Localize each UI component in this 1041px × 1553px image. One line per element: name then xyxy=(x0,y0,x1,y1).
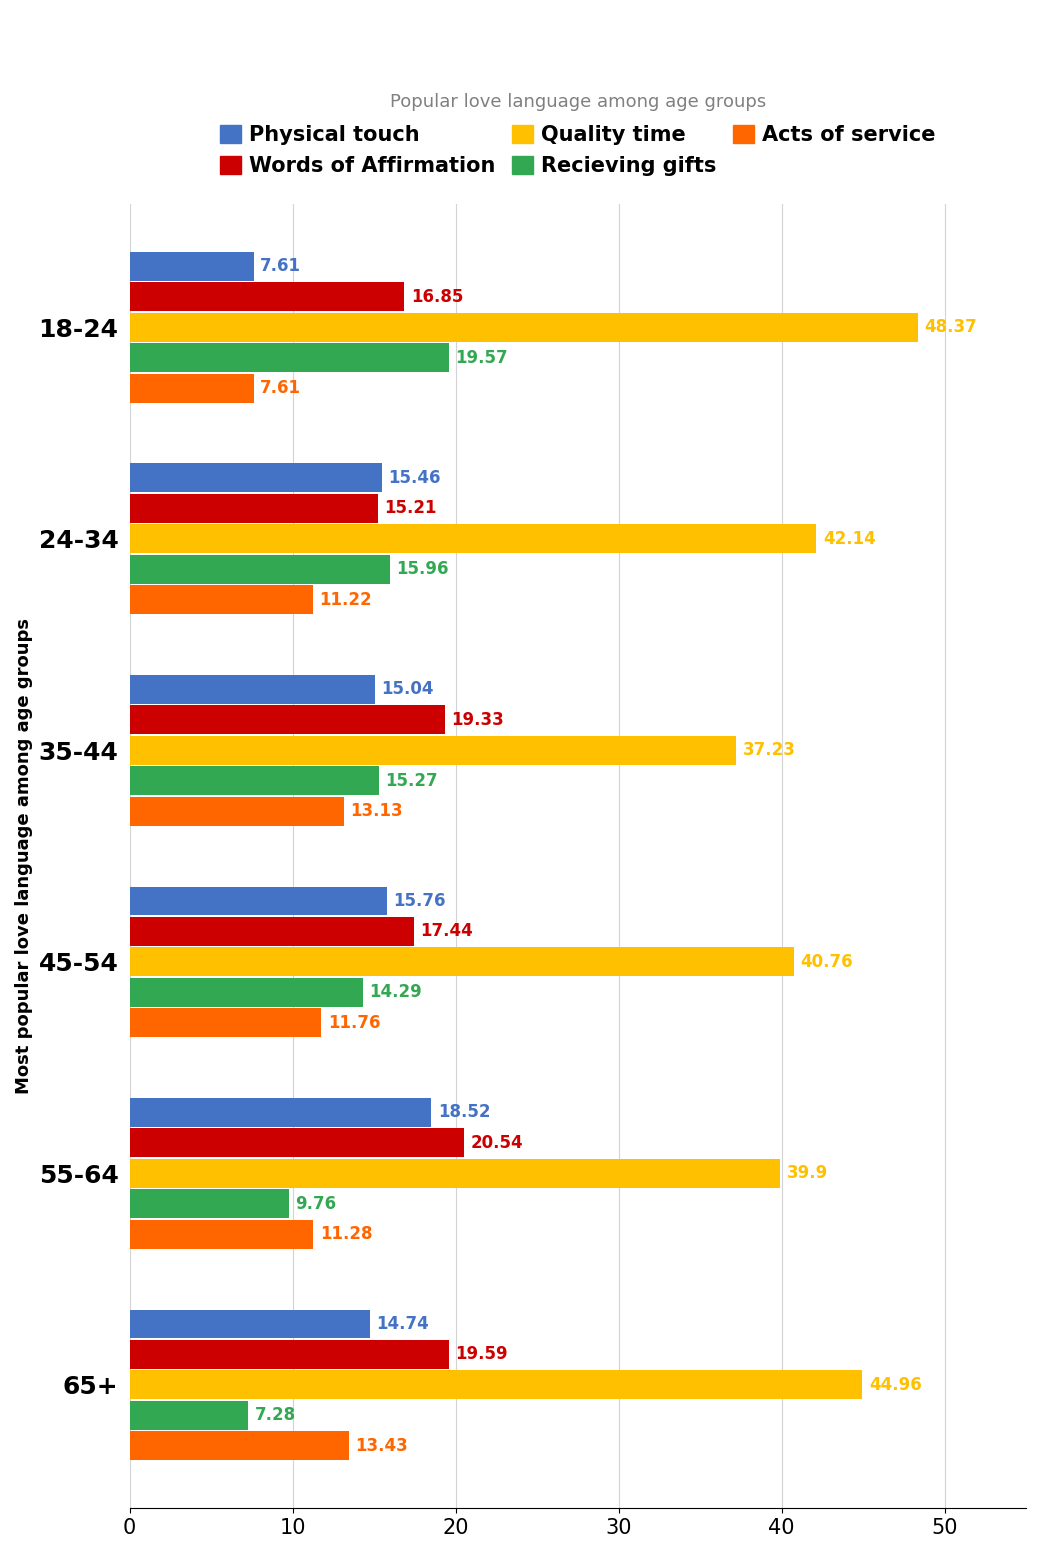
Text: 7.61: 7.61 xyxy=(260,379,301,398)
Bar xyxy=(130,525,816,553)
Text: 19.57: 19.57 xyxy=(455,349,508,367)
Text: 37.23: 37.23 xyxy=(743,741,795,759)
Bar xyxy=(130,978,362,1006)
Bar xyxy=(130,1370,862,1399)
Bar xyxy=(130,1401,249,1430)
Bar xyxy=(130,252,254,281)
Bar xyxy=(130,374,254,402)
Text: 15.46: 15.46 xyxy=(388,469,440,488)
Text: 18.52: 18.52 xyxy=(438,1104,490,1121)
Bar xyxy=(130,463,382,492)
Text: 15.27: 15.27 xyxy=(385,772,437,790)
Bar xyxy=(130,283,404,311)
Bar xyxy=(130,1432,349,1460)
Text: 11.22: 11.22 xyxy=(319,590,372,609)
Bar xyxy=(130,343,449,373)
Title: Popular love language among age groups: Popular love language among age groups xyxy=(389,93,766,110)
Y-axis label: Most popular love language among age groups: Most popular love language among age gro… xyxy=(15,618,33,1093)
Text: 15.04: 15.04 xyxy=(381,680,434,699)
Text: 20.54: 20.54 xyxy=(471,1134,524,1152)
Bar xyxy=(130,736,736,764)
Text: 17.44: 17.44 xyxy=(421,922,474,941)
Bar xyxy=(130,1129,464,1157)
Text: 39.9: 39.9 xyxy=(786,1165,828,1182)
Text: 16.85: 16.85 xyxy=(411,287,463,306)
Bar xyxy=(130,766,379,795)
Text: 7.61: 7.61 xyxy=(260,258,301,275)
Bar xyxy=(130,916,414,946)
Text: 15.76: 15.76 xyxy=(393,891,446,910)
Text: 14.74: 14.74 xyxy=(377,1315,429,1332)
Bar xyxy=(130,947,794,977)
Text: 44.96: 44.96 xyxy=(869,1376,921,1395)
Legend: Physical touch, Words of Affirmation, Quality time, Recieving gifts, Acts of ser: Physical touch, Words of Affirmation, Qu… xyxy=(211,116,944,185)
Bar xyxy=(130,312,918,342)
Bar xyxy=(130,1219,313,1249)
Text: 48.37: 48.37 xyxy=(924,318,977,337)
Text: 11.28: 11.28 xyxy=(320,1225,373,1244)
Text: 7.28: 7.28 xyxy=(255,1407,296,1424)
Bar xyxy=(130,705,445,735)
Bar xyxy=(130,554,389,584)
Text: 19.59: 19.59 xyxy=(456,1345,508,1364)
Bar xyxy=(130,1098,431,1127)
Text: 15.96: 15.96 xyxy=(397,561,449,578)
Text: 11.76: 11.76 xyxy=(328,1014,380,1031)
Bar xyxy=(130,887,386,915)
Text: 13.43: 13.43 xyxy=(355,1437,408,1455)
Bar xyxy=(130,1340,449,1368)
Bar xyxy=(130,1159,780,1188)
Text: 15.21: 15.21 xyxy=(384,500,436,517)
Bar xyxy=(130,676,375,704)
Bar xyxy=(130,1190,288,1218)
Bar xyxy=(130,1008,322,1037)
Text: 40.76: 40.76 xyxy=(801,954,853,971)
Bar xyxy=(130,797,344,826)
Text: 13.13: 13.13 xyxy=(350,803,403,820)
Bar xyxy=(130,494,378,523)
Text: 14.29: 14.29 xyxy=(370,983,422,1002)
Text: 42.14: 42.14 xyxy=(823,530,875,548)
Text: 19.33: 19.33 xyxy=(451,711,504,728)
Bar xyxy=(130,1309,370,1339)
Text: 9.76: 9.76 xyxy=(296,1194,336,1213)
Bar xyxy=(130,585,312,613)
